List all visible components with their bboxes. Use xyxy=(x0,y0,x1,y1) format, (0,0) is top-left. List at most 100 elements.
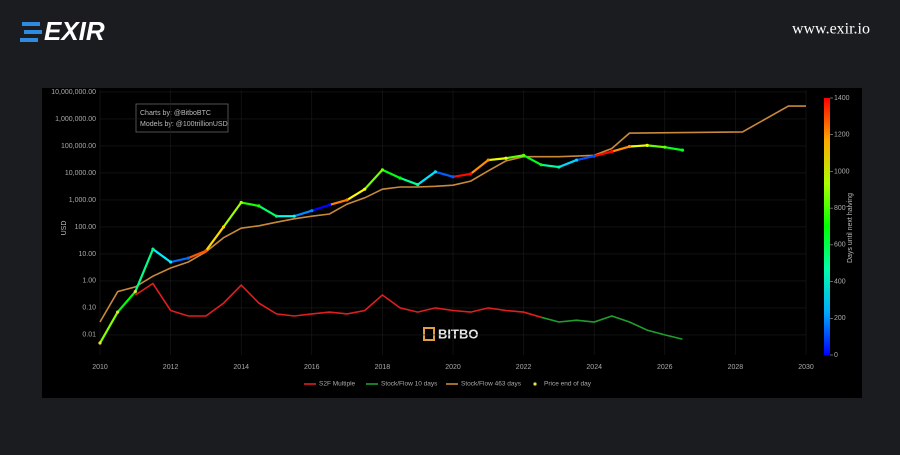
annotation: Models by: @100trillionUSD xyxy=(140,121,228,128)
price-segment xyxy=(222,201,243,228)
price-point xyxy=(116,310,120,314)
colorbar-tick-label: 800 xyxy=(834,205,846,212)
x-tick-label: 2026 xyxy=(657,364,673,371)
price-point xyxy=(398,176,402,180)
x-tick-label: 2028 xyxy=(728,364,744,371)
price-point xyxy=(416,182,420,187)
price-segment xyxy=(363,169,384,190)
price-segment xyxy=(293,209,313,218)
annotation: Charts by: @BitboBTC xyxy=(140,110,211,117)
price-segment xyxy=(611,145,630,153)
logo-bar xyxy=(24,30,42,34)
price-segment xyxy=(170,257,189,264)
legend-label[interactable]: Stock/Flow 463 days xyxy=(461,381,522,388)
price-point xyxy=(380,168,384,172)
price-point xyxy=(98,341,102,345)
y-tick-label: 1,000,000.00 xyxy=(55,116,96,123)
logo-bar xyxy=(22,22,40,26)
price-segment xyxy=(488,157,507,162)
x-tick-label: 2024 xyxy=(586,364,602,371)
colorbar-tick-label: 400 xyxy=(834,278,846,285)
price-point xyxy=(327,203,332,207)
chart-panel xyxy=(42,88,862,398)
logo: EXIR xyxy=(20,16,105,46)
price-segment xyxy=(452,172,471,178)
price-point xyxy=(433,170,437,174)
colorbar-tick-label: 600 xyxy=(834,242,846,249)
price-point xyxy=(221,225,226,229)
price-segment xyxy=(523,154,542,166)
annotation-box xyxy=(135,103,229,133)
price-segment xyxy=(346,188,366,201)
y-tick-label: 10.00 xyxy=(78,251,96,258)
x-tick-label: 2022 xyxy=(516,364,532,371)
price-point xyxy=(645,143,649,147)
series-line xyxy=(134,282,542,319)
price-point xyxy=(204,249,208,253)
price-segment xyxy=(469,159,489,175)
price-point xyxy=(363,187,367,191)
price-segment xyxy=(558,159,577,169)
x-tick-label: 2016 xyxy=(304,364,320,371)
price-segment xyxy=(417,170,436,186)
legend-marker xyxy=(533,382,537,386)
watermark-icon xyxy=(423,327,435,341)
y-tick-label: 100,000.00 xyxy=(61,143,96,150)
price-segment xyxy=(664,146,683,152)
y-axis-label: USD xyxy=(61,221,68,236)
price-point xyxy=(292,214,296,218)
price-point xyxy=(469,172,473,176)
legend-label[interactable]: Stock/Flow 10 days xyxy=(381,381,438,388)
price-segment xyxy=(576,155,595,162)
series-line xyxy=(99,105,806,323)
chart: Charts by: @BitboBTC Models by: @100tril… xyxy=(51,89,854,388)
x-tick-label: 2030 xyxy=(798,364,814,371)
colorbar-tick-label: 0 xyxy=(834,352,838,359)
price-segment xyxy=(187,249,207,260)
price-segment xyxy=(399,176,419,186)
legend-label[interactable]: S2F Multiple xyxy=(319,381,356,388)
watermark: BITBO xyxy=(438,326,478,341)
price-point xyxy=(169,260,173,264)
brand: EXIR xyxy=(44,16,105,46)
price-point xyxy=(574,158,579,162)
price-point xyxy=(504,156,508,160)
y-tick-label: 100.00 xyxy=(75,224,97,231)
price-point xyxy=(345,198,349,202)
y-tick-label: 10,000.00 xyxy=(65,170,96,177)
price-point xyxy=(627,144,632,149)
x-tick-label: 2020 xyxy=(445,364,461,371)
x-tick-label: 2014 xyxy=(233,364,249,371)
price-segment xyxy=(152,248,172,263)
colorbar-tick-label: 200 xyxy=(834,315,846,322)
price-segment xyxy=(240,201,260,207)
price-point xyxy=(486,158,490,162)
series-line xyxy=(541,315,683,340)
price-point xyxy=(239,200,243,205)
price-point xyxy=(186,256,190,260)
legend-label[interactable]: Price end of day xyxy=(544,381,592,388)
price-segment xyxy=(593,150,613,158)
price-point xyxy=(274,214,279,218)
y-tick-label: 0.01 xyxy=(82,332,96,339)
price-segment xyxy=(205,226,225,252)
price-point xyxy=(663,145,667,149)
price-point xyxy=(310,209,314,213)
price-point xyxy=(451,175,455,179)
price-point xyxy=(592,154,596,158)
price-segment xyxy=(629,144,648,148)
y-tick-label: 1,000.00 xyxy=(69,197,96,204)
price-segment xyxy=(99,311,119,344)
colorbar-tick-label: 1200 xyxy=(834,132,850,139)
y-tick-label: 0.10 xyxy=(82,305,96,312)
price-segment xyxy=(505,154,524,160)
colorbar-label: Days until next halving xyxy=(847,193,854,263)
price-segment xyxy=(541,163,560,169)
price-segment xyxy=(258,204,278,218)
website[interactable]: www.exir.io xyxy=(792,21,870,38)
price-segment xyxy=(116,290,137,313)
price-point xyxy=(257,204,261,208)
colorbar xyxy=(824,98,830,355)
x-tick-label: 2012 xyxy=(163,364,179,371)
